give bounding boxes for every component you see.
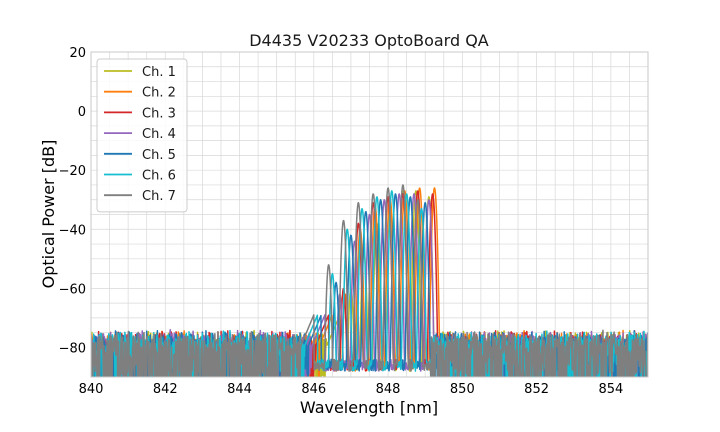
series-group — [91, 184, 648, 377]
y-tick-label: −80 — [59, 341, 86, 356]
x-tick-label: 848 — [376, 382, 401, 397]
legend-entry: Ch. 5 — [142, 148, 176, 163]
legend-entry: Ch. 1 — [142, 65, 176, 80]
x-tick-label: 840 — [79, 382, 104, 397]
legend-entry: Ch. 7 — [142, 189, 176, 204]
x-tick-label: 852 — [524, 382, 549, 397]
legend: Ch. 1 Ch. 2 Ch. 3 Ch. 4 Ch. 5 Ch. 6 Ch. 7 — [96, 58, 188, 213]
x-tick-label: 850 — [450, 382, 475, 397]
y-tick-label: −20 — [59, 164, 86, 179]
y-tick-label: 0 — [78, 105, 86, 120]
legend-entry: Ch. 6 — [142, 169, 176, 184]
x-tick-label: 846 — [301, 382, 326, 397]
chart-title: D4435 V20233 OptoBoard QA — [249, 31, 489, 50]
y-tick-label: 20 — [69, 46, 86, 61]
plot-frame — [90, 51, 649, 378]
plot-area: 840 842 844 846 848 850 852 854 20 0 −20 −40 −60 −80 C… — [59, 46, 649, 397]
y-axis-title: Optical Power [dB] — [39, 140, 58, 289]
x-tick-label: 844 — [227, 382, 252, 397]
series-line-ch-7 — [91, 184, 648, 377]
legend-entry: Ch. 4 — [142, 127, 176, 142]
legend-entry: Ch. 2 — [142, 86, 176, 101]
x-tick-label: 854 — [598, 382, 623, 397]
y-tick-label: −60 — [59, 282, 86, 297]
x-tick-label: 842 — [153, 382, 178, 397]
x-axis-title: Wavelength [nm] — [300, 398, 438, 417]
legend-entry: Ch. 3 — [142, 106, 176, 121]
y-tick-label: −40 — [59, 223, 86, 238]
